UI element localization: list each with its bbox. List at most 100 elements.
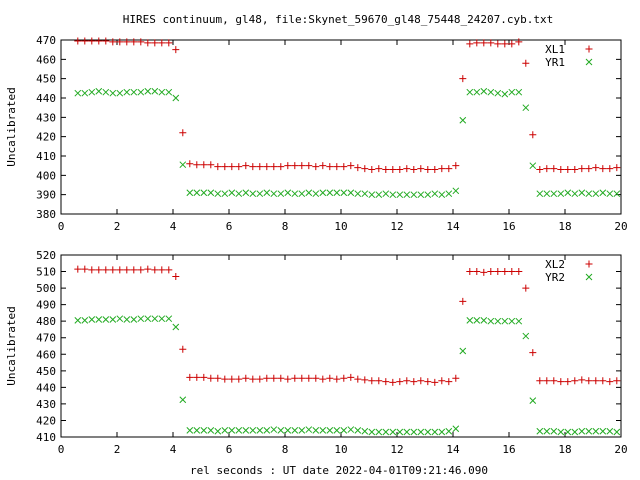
data-point	[564, 166, 572, 174]
data-point	[179, 129, 187, 137]
y-tick-label: 480	[36, 315, 56, 328]
data-point	[249, 190, 257, 198]
data-point	[172, 323, 180, 331]
data-point	[557, 378, 565, 386]
data-point	[480, 317, 488, 324]
data-point	[235, 190, 243, 198]
x-tick-label: 14	[446, 220, 460, 233]
data-point	[242, 427, 250, 434]
data-point	[459, 116, 467, 124]
data-point	[102, 266, 110, 274]
series-yr2	[74, 315, 621, 436]
x-tick-label: 10	[334, 443, 347, 456]
data-point	[207, 374, 215, 382]
data-point	[158, 266, 166, 274]
data-point	[361, 165, 369, 173]
y-tick-label: 400	[36, 169, 56, 182]
data-point	[263, 374, 271, 382]
data-point	[81, 265, 89, 273]
data-point	[193, 373, 201, 381]
y-tick-label: 430	[36, 111, 56, 124]
data-point	[508, 88, 516, 96]
data-point	[123, 316, 131, 323]
data-point	[123, 88, 131, 96]
data-point	[235, 427, 243, 434]
data-point	[319, 189, 327, 197]
data-point	[186, 427, 194, 434]
data-point	[571, 166, 579, 174]
data-point	[466, 317, 474, 324]
data-point	[480, 268, 488, 276]
y-axis-label: Uncalibrated	[5, 306, 18, 385]
x-tick-label: 0	[58, 220, 65, 233]
data-point	[158, 88, 166, 96]
data-point	[508, 40, 516, 48]
data-point	[550, 190, 558, 198]
data-point	[564, 189, 572, 197]
data-point	[529, 397, 537, 404]
data-point	[340, 189, 348, 197]
data-point	[410, 428, 418, 436]
data-point	[396, 428, 404, 436]
data-point	[452, 374, 460, 382]
data-point	[326, 189, 334, 197]
data-point	[123, 266, 131, 274]
data-point	[403, 191, 411, 199]
data-point	[613, 428, 621, 436]
data-point	[382, 166, 390, 174]
data-point	[543, 165, 551, 173]
y-tick-label: 510	[36, 266, 56, 279]
data-point	[347, 189, 355, 197]
data-point	[585, 377, 593, 385]
data-point	[298, 374, 306, 382]
data-point	[494, 268, 502, 276]
data-point	[445, 427, 453, 435]
data-point	[221, 163, 229, 171]
data-point	[403, 377, 411, 385]
data-point	[550, 427, 558, 435]
data-point	[613, 190, 621, 198]
data-point	[403, 165, 411, 173]
data-point	[284, 427, 292, 434]
data-point	[340, 374, 348, 382]
x-tick-label: 18	[558, 443, 571, 456]
data-point	[165, 315, 173, 323]
data-point	[536, 377, 544, 385]
data-point	[389, 378, 397, 386]
data-point	[102, 316, 110, 323]
data-point	[263, 189, 271, 197]
data-point	[396, 378, 404, 386]
data-point	[284, 189, 292, 197]
data-point	[599, 377, 607, 385]
data-point	[144, 39, 152, 47]
data-point	[438, 428, 446, 436]
data-point	[277, 427, 285, 434]
data-point	[291, 162, 299, 170]
data-point	[501, 40, 509, 48]
legend-marker-plus	[585, 45, 593, 53]
data-point	[529, 131, 537, 139]
y-axis-label: Uncalibrated	[5, 87, 18, 166]
series-yr1	[74, 87, 621, 199]
data-point	[417, 165, 425, 173]
x-tick-label: 8	[282, 443, 289, 456]
data-point	[431, 190, 439, 198]
data-point	[102, 88, 110, 96]
data-point	[522, 332, 530, 340]
data-point	[389, 166, 397, 174]
data-point	[564, 378, 572, 386]
y-tick-label: 410	[36, 150, 56, 163]
x-tick-label: 20	[614, 220, 627, 233]
data-point	[515, 38, 523, 46]
data-point	[368, 166, 376, 174]
data-point	[242, 374, 250, 382]
data-point	[319, 427, 327, 434]
data-point	[480, 39, 488, 47]
data-point	[270, 426, 278, 433]
data-point	[396, 166, 404, 174]
legend-label: YR1	[545, 56, 565, 69]
data-point	[200, 373, 208, 381]
data-point	[130, 38, 138, 46]
data-point	[606, 165, 614, 173]
data-point	[74, 37, 82, 45]
